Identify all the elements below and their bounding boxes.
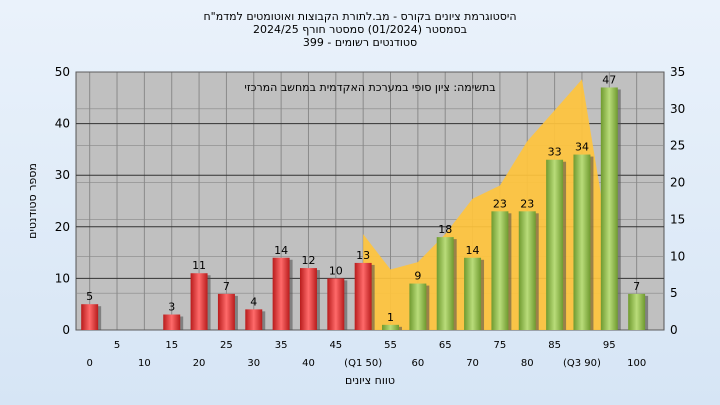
- x-tick-label: 0: [86, 358, 92, 369]
- bar: [518, 211, 536, 330]
- data-label: 34: [575, 141, 589, 154]
- bar: [628, 293, 646, 330]
- bar: [327, 278, 345, 330]
- data-label: 4: [250, 295, 257, 308]
- bar: [436, 237, 454, 330]
- data-label: 14: [274, 244, 288, 257]
- x-tick-label: 55: [384, 340, 397, 351]
- data-label: 12: [301, 254, 315, 267]
- data-label: 23: [520, 197, 534, 210]
- x-axis-title: טווח ציונים: [345, 374, 395, 387]
- data-label: 33: [548, 146, 562, 159]
- data-label: 7: [223, 280, 230, 293]
- y2-tick-label: 15: [670, 212, 685, 226]
- y2-tick-label: 10: [670, 249, 685, 263]
- data-label: 10: [329, 264, 343, 277]
- data-label: 3: [168, 301, 175, 314]
- y2-tick-label: 0: [670, 323, 678, 337]
- bar: [600, 87, 618, 330]
- bar: [409, 283, 427, 330]
- data-label: 13: [356, 249, 370, 262]
- data-label: 1: [387, 311, 394, 324]
- data-label: 11: [192, 259, 206, 272]
- data-label: 47: [602, 73, 616, 86]
- y-tick-label: 0: [62, 323, 70, 337]
- y-tick-label: 10: [55, 271, 70, 285]
- y-tick-label: 20: [55, 220, 70, 234]
- data-label: 14: [466, 244, 480, 257]
- x-tick-label: 80: [521, 358, 534, 369]
- y-tick-label: 30: [55, 168, 70, 182]
- x-tick-label: 35: [275, 340, 288, 351]
- x-tick-label: 100: [627, 358, 646, 369]
- bar: [163, 314, 181, 330]
- x-tick-label: 60: [411, 358, 424, 369]
- x-tick-label: 20: [193, 358, 206, 369]
- chart-title-line-1: היסטוגרמת ציונים בקורס - מב.לתורת הקבוצו…: [203, 10, 517, 23]
- x-tick-label: 25: [220, 340, 233, 351]
- y2-tick-label: 25: [670, 139, 685, 153]
- bar: [464, 257, 482, 330]
- x-tick-label: 45: [329, 340, 342, 351]
- y-axis-title: מספר סטודנטים: [26, 163, 39, 239]
- x-tick-label: 15: [165, 340, 178, 351]
- bar: [272, 257, 290, 330]
- bar: [245, 309, 263, 330]
- x-tick-label: 75: [494, 340, 507, 351]
- bar: [217, 293, 235, 330]
- y2-tick-label: 35: [670, 65, 685, 79]
- x-tick-label: 5: [114, 340, 120, 351]
- x-tick-label: (Q1 50): [344, 358, 382, 369]
- bar: [81, 304, 99, 330]
- data-label: 18: [438, 223, 452, 236]
- chart-title-line-2: בסמסטר (01/2024) סמסטר חורף 2024/25: [253, 23, 467, 36]
- bar: [546, 159, 564, 330]
- x-tick-label: 10: [138, 358, 151, 369]
- x-tick-label: 40: [302, 358, 315, 369]
- x-tick-label: 85: [548, 340, 561, 351]
- bar: [190, 273, 208, 330]
- y-tick-label: 40: [55, 117, 70, 131]
- y-tick-label: 50: [55, 65, 70, 79]
- chart-title-line-3: 399 - סטודנטים רשומים: [302, 36, 418, 49]
- data-label: 5: [86, 290, 93, 303]
- data-label: 9: [414, 270, 421, 283]
- y2-tick-label: 20: [670, 176, 685, 190]
- x-tick-label: (Q3 90): [563, 358, 601, 369]
- bar: [354, 262, 372, 330]
- y2-tick-label: 5: [670, 286, 678, 300]
- data-label: 23: [493, 197, 507, 210]
- data-label: 7: [633, 280, 640, 293]
- bar: [573, 154, 591, 330]
- x-tick-label: 95: [603, 340, 616, 351]
- chart-annotation: בתשימה: ציון סופי במערכת האקדמית במחשב ה…: [244, 81, 495, 94]
- y2-tick-label: 30: [670, 102, 685, 116]
- bar: [299, 268, 317, 330]
- x-tick-label: 65: [439, 340, 452, 351]
- x-tick-label: 70: [466, 358, 479, 369]
- x-tick-label: 30: [247, 358, 260, 369]
- bar: [491, 211, 509, 330]
- bar: [382, 324, 399, 330]
